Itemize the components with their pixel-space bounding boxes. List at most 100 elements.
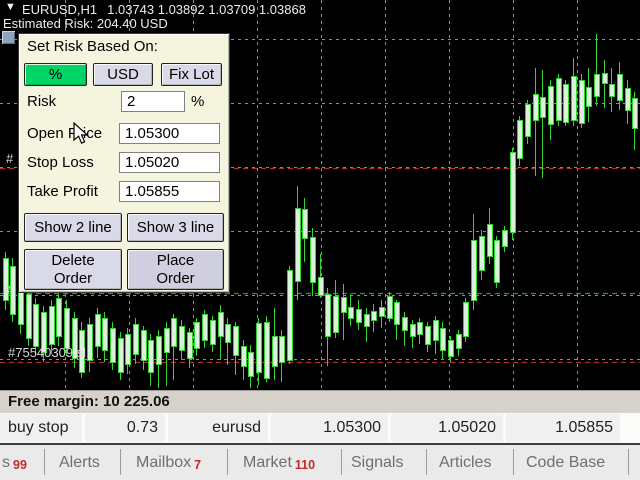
candle-body [625,88,631,111]
candle-body [302,209,308,239]
free-margin-bar: Free margin: 10 225.06 [0,390,640,413]
delete-order-line1: Delete [51,252,95,269]
open-line-label-fragment: # [4,282,12,297]
ohlc-values: 1.03743 1.03892 1.03709 1.03868 [107,2,306,17]
mode-fixlot-button[interactable]: Fix Lot [161,63,222,86]
candle-body [471,240,477,301]
tab-count-badge: 7 [194,458,202,472]
candle-body [448,340,454,357]
open-price-input[interactable] [119,123,220,144]
order-sl-cell: 1.05020 [391,414,503,442]
candle-body [563,84,569,123]
candle-body [26,294,32,339]
tab-alerts[interactable]: Alerts [59,450,103,476]
tab-count-badge: 110 [294,458,316,472]
candle-body [556,78,562,121]
candle-body [594,74,600,97]
panel-title: Set Risk Based On: [27,38,158,55]
tab-signals[interactable]: Signals [351,450,406,476]
risk-unit-label: % [191,93,205,110]
tab-mailbox[interactable]: Mailbox 7 [136,450,201,476]
candle-body [10,266,16,315]
stop-loss-input[interactable] [119,152,220,173]
delete-order-line2: Order [53,270,93,287]
candle-body [602,73,608,84]
candle-body [41,312,47,353]
tab-articles[interactable]: Articles [439,450,494,476]
candle-body [410,324,416,337]
candle-body [617,74,623,101]
place-order-line2: Order [156,270,195,287]
mode-percent-button[interactable]: % [24,63,87,86]
free-margin-text: Free margin: 10 225.06 [8,393,170,410]
tp-line-label-fragment: # [6,151,14,166]
panel-grip-icon[interactable] [2,31,15,44]
order-volume-cell: 0.73 [85,414,165,442]
stop-loss-label: Stop Loss [27,154,94,171]
candle-body [502,230,508,247]
order-type-cell: buy stop [0,414,82,442]
tab-count-badge: 99 [13,458,27,472]
place-order-button[interactable]: Place Order [127,249,224,290]
candle-body [218,312,224,337]
candle-body [110,328,116,363]
candle-body [256,323,262,373]
tab-codebase[interactable]: Code Base [526,450,608,476]
candle-body [33,304,39,347]
candle-body [571,76,577,121]
tab-separator [227,449,228,475]
estimated-risk-label: Estimated Risk: 204.40 USD [3,16,168,31]
tab-label: Articles [439,454,492,471]
delete-order-button[interactable]: Delete Order [24,249,122,290]
tab-label: s [2,454,10,471]
candle-body [356,309,362,323]
candle-body [118,338,124,373]
risk-panel: Set Risk Based On: % USD Fix Lot Risk % … [18,33,230,293]
show-2-line-button[interactable]: Show 2 line [24,213,122,242]
candle-body [72,318,78,359]
candle-body [210,320,216,345]
symbol-label: EURUSD,H1 [22,2,98,17]
candle-body [187,332,193,359]
show-3-line-button[interactable]: Show 3 line [127,213,224,242]
tab-label: Mailbox [136,454,192,471]
candle-body [141,330,147,361]
tab-label: Code Base [526,454,606,471]
candle-body [248,352,254,377]
order-symbol-cell: eurusd [168,414,268,442]
candle-body [364,314,370,327]
risk-input[interactable] [121,91,185,112]
candle-body [510,152,516,233]
sl-line-label: #75540309 sl [8,345,87,360]
candle-body [133,324,139,355]
candle-body [49,306,55,345]
take-profit-input[interactable] [119,181,220,202]
tabbar-top-border [0,443,640,445]
candle-body [586,87,592,107]
order-row[interactable]: buy stop 0.73 eurusd 1.05300 1.05020 1.0… [0,413,640,443]
candle-body [540,97,546,118]
candle-body [494,240,500,283]
candle-body [287,270,293,361]
candle-body [102,318,108,351]
candle-body [279,336,285,363]
candle-body [310,237,316,283]
tab-separator [426,449,427,475]
candle-body [202,314,208,341]
candle-body [194,322,200,349]
take-profit-label: Take Profit [27,183,98,200]
candle-body [318,277,324,296]
candle-body [264,322,270,379]
terminal-tab-bar: s 99 Alerts Mailbox 7 Market 110 Signals Ar… [0,445,640,480]
candle-body [517,120,523,159]
candle-body [609,84,615,97]
symbol-dropdown-icon[interactable]: ▼ [5,1,16,13]
mode-usd-button[interactable]: USD [93,63,153,86]
tab-label: Market [243,454,292,471]
candle-body [348,307,354,319]
candle-body [371,311,377,321]
tab-experts[interactable]: s 99 [2,450,27,476]
risk-label: Risk [27,93,57,110]
tab-label: Alerts [59,454,100,471]
tab-market[interactable]: Market 110 [243,450,315,476]
